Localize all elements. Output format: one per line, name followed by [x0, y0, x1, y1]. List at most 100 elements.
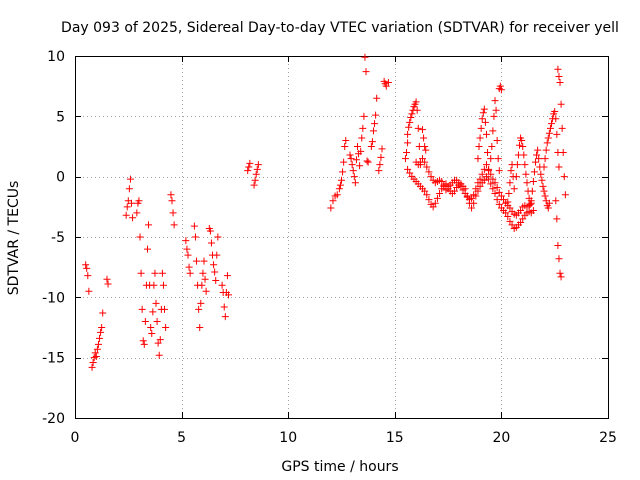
- data-point: [369, 127, 377, 135]
- data-point: [421, 143, 429, 150]
- data-point: [468, 204, 476, 212]
- data-point: [553, 215, 561, 223]
- data-point: [474, 155, 482, 163]
- y-tick-label: -5: [51, 230, 65, 246]
- data-point: [372, 111, 380, 119]
- data-point: [554, 241, 562, 249]
- y-tick-label: -20: [42, 411, 65, 427]
- data-point: [364, 158, 372, 166]
- data-point: [138, 305, 146, 313]
- data-point: [200, 257, 208, 265]
- data-point: [427, 173, 435, 181]
- data-point: [482, 130, 490, 138]
- data-point: [162, 324, 170, 331]
- data-point: [333, 191, 341, 199]
- data-point: [542, 146, 550, 154]
- data-point: [368, 138, 376, 146]
- data-point: [552, 115, 560, 123]
- data-point: [476, 182, 484, 190]
- data-point: [493, 136, 501, 144]
- data-point: [155, 351, 163, 359]
- data-point: [353, 143, 361, 150]
- data-point: [201, 275, 209, 283]
- data-point: [195, 305, 203, 313]
- data-point: [199, 269, 207, 277]
- data-point: [472, 185, 480, 193]
- data-point: [125, 185, 133, 193]
- data-point: [506, 204, 514, 212]
- data-point: [185, 263, 193, 271]
- data-point: [225, 291, 233, 299]
- data-point: [475, 143, 483, 150]
- data-point: [254, 161, 262, 169]
- data-point: [431, 199, 439, 207]
- grid-lines: [75, 56, 608, 418]
- data-point: [371, 120, 379, 128]
- data-point: [556, 79, 564, 87]
- data-point: [133, 209, 141, 217]
- data-point: [127, 199, 135, 207]
- data-point: [350, 173, 358, 181]
- data-point: [520, 151, 528, 159]
- data-point: [251, 176, 259, 184]
- data-point: [494, 155, 502, 163]
- data-point: [196, 324, 204, 331]
- data-point: [478, 115, 486, 123]
- data-point: [504, 198, 512, 206]
- data-point: [221, 313, 229, 321]
- data-point: [507, 167, 515, 175]
- data-point: [459, 186, 467, 194]
- data-point: [422, 146, 430, 154]
- data-point: [534, 146, 542, 154]
- data-point: [359, 124, 367, 132]
- data-point: [512, 173, 520, 181]
- data-point: [93, 345, 101, 353]
- data-point: [91, 349, 99, 357]
- data-point: [455, 179, 463, 187]
- data-point: [384, 79, 392, 87]
- data-point: [373, 94, 381, 102]
- data-point: [135, 197, 143, 205]
- data-point: [526, 200, 534, 208]
- data-point: [433, 194, 441, 202]
- data-point: [406, 169, 414, 177]
- data-point: [152, 299, 160, 307]
- data-point: [94, 340, 102, 348]
- data-point: [544, 134, 552, 142]
- data-point: [206, 227, 214, 235]
- data-point: [349, 167, 357, 175]
- data-point: [99, 309, 107, 317]
- data-point: [161, 305, 169, 313]
- data-point: [474, 179, 482, 187]
- data-point: [401, 155, 409, 163]
- data-point: [85, 287, 93, 295]
- data-point: [436, 190, 444, 198]
- data-point: [425, 196, 433, 204]
- data-point: [149, 308, 157, 316]
- data-point: [327, 204, 335, 212]
- data-point: [154, 339, 162, 347]
- data-point: [484, 149, 492, 157]
- data-point: [554, 65, 562, 73]
- data-point: [506, 217, 514, 225]
- x-tick-label: 20: [492, 430, 510, 446]
- data-point: [457, 182, 465, 190]
- data-point: [529, 206, 537, 214]
- data-point: [211, 268, 219, 276]
- data-point: [482, 161, 490, 169]
- data-point: [376, 161, 384, 169]
- data-point: [517, 206, 525, 214]
- data-point: [143, 245, 151, 253]
- x-axis-title: GPS time / hours: [281, 459, 398, 475]
- data-point: [129, 214, 137, 222]
- data-point: [544, 204, 552, 212]
- data-point: [252, 170, 260, 178]
- data-point: [413, 106, 421, 114]
- data-point: [96, 334, 104, 342]
- data-point: [246, 159, 254, 167]
- x-tick-label: 0: [71, 430, 80, 446]
- data-point: [84, 272, 92, 280]
- data-point: [546, 124, 554, 132]
- data-point: [489, 127, 497, 135]
- data-point: [487, 180, 495, 188]
